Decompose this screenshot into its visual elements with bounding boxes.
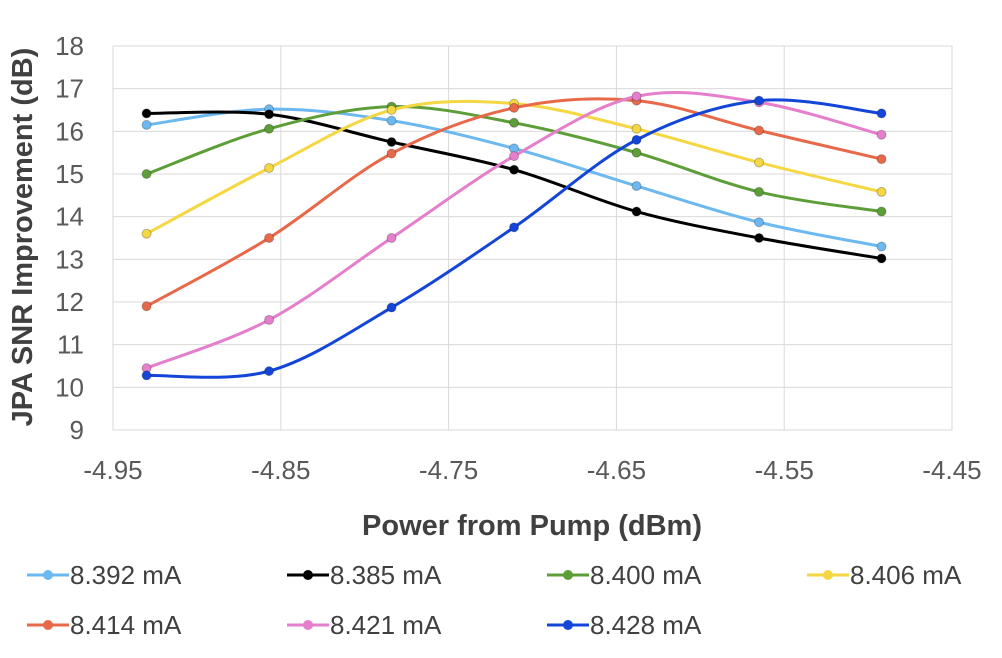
legend-item: 8.421 mA [287, 610, 442, 640]
data-point [386, 302, 397, 313]
legend-label: 8.421 mA [330, 610, 442, 640]
data-point [141, 108, 152, 119]
series-8-428-ma [141, 95, 887, 381]
x-tick-label: -4.95 [83, 455, 142, 485]
y-tick-label: 17 [55, 74, 84, 104]
data-point [876, 129, 887, 140]
legend-marker [823, 570, 833, 580]
y-tick-label: 11 [57, 330, 84, 360]
data-point [754, 125, 765, 136]
data-point [876, 108, 887, 119]
data-point [631, 147, 642, 158]
data-point [509, 151, 520, 162]
data-point [631, 91, 642, 102]
data-point [876, 241, 887, 252]
legend-item: 8.406 mA [807, 560, 962, 590]
data-point [141, 169, 152, 179]
y-tick-label: 12 [55, 287, 84, 317]
legend-marker [303, 620, 313, 630]
legend-label: 8.392 mA [70, 560, 182, 590]
data-point [754, 233, 765, 243]
data-point [386, 105, 397, 115]
series-8-392-ma [141, 104, 887, 252]
legend-label: 8.400 mA [590, 560, 702, 590]
legend: 8.392 mA 8.385 mA 8.400 mA 8.406 mA 8.414 mA… [27, 560, 962, 640]
x-axis-title: Power from Pump (dBm) [362, 510, 702, 542]
y-tick-label: 9 [70, 415, 84, 445]
legend-marker [43, 620, 53, 630]
data-point [754, 186, 765, 197]
data-point [386, 115, 397, 126]
legend-label: 8.414 mA [70, 610, 182, 640]
data-point [509, 164, 520, 175]
y-tick-label: 14 [55, 202, 84, 232]
data-point [141, 119, 152, 130]
legend-item: 8.428 mA [547, 610, 702, 640]
data-point [876, 206, 887, 217]
data-point [386, 137, 397, 147]
x-tick-label: -4.45 [922, 455, 981, 485]
data-point [876, 186, 887, 197]
data-point [509, 222, 520, 233]
y-axis-ticks: 9 10 11 12 13 14 15 16 17 18 [55, 31, 84, 445]
y-axis-title: JPA SNR Improvement (dB) [7, 48, 39, 427]
data-point [264, 314, 275, 325]
data-point [754, 217, 765, 228]
data-point [876, 154, 887, 165]
data-point [631, 123, 642, 134]
legend-item: 8.385 mA [287, 560, 442, 590]
data-point [631, 206, 642, 217]
series-8-414-ma [141, 95, 887, 312]
data-point [141, 301, 152, 312]
legend-marker [563, 620, 573, 630]
x-tick-label: -4.65 [587, 455, 646, 485]
legend-marker [43, 570, 53, 580]
data-point [386, 148, 397, 159]
y-tick-label: 18 [55, 31, 84, 61]
legend-item: 8.414 mA [27, 610, 182, 640]
y-tick-label: 13 [55, 244, 84, 274]
data-point [631, 134, 642, 145]
data-point [264, 163, 275, 174]
series-8-385-ma [141, 108, 887, 264]
legend-marker [563, 570, 573, 580]
data-point [509, 117, 520, 128]
data-series [141, 90, 887, 381]
data-point [631, 180, 642, 191]
legend-item: 8.400 mA [547, 560, 702, 590]
data-point [386, 233, 397, 243]
x-tick-label: -4.55 [755, 455, 814, 485]
data-point [264, 233, 275, 243]
x-tick-label: -4.75 [419, 455, 478, 485]
data-point [509, 102, 520, 113]
data-point [876, 253, 887, 264]
x-tick-label: -4.85 [251, 455, 310, 485]
data-point [264, 109, 275, 120]
data-point [264, 366, 275, 377]
data-point [141, 370, 152, 381]
data-point [754, 95, 765, 106]
y-tick-label: 16 [55, 116, 84, 146]
x-axis-ticks: -4.95 -4.85 -4.75 -4.65 -4.55 -4.45 [83, 455, 981, 485]
y-tick-label: 15 [55, 159, 84, 189]
legend-label: 8.385 mA [330, 560, 442, 590]
data-point [141, 228, 152, 239]
data-point [754, 157, 765, 168]
legend-label: 8.406 mA [850, 560, 962, 590]
legend-marker [303, 570, 313, 580]
y-tick-label: 10 [55, 372, 84, 402]
legend-item: 8.392 mA [27, 560, 182, 590]
data-point [264, 123, 275, 134]
legend-label: 8.428 mA [590, 610, 702, 640]
